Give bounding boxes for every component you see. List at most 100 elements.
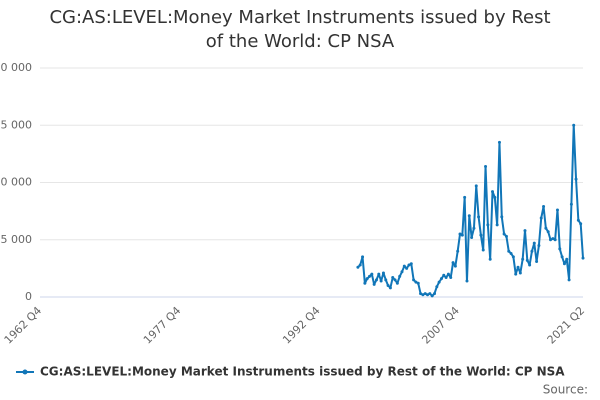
point (574, 177, 578, 181)
point (388, 286, 392, 290)
point (426, 293, 430, 297)
point (379, 279, 383, 283)
point (384, 278, 388, 282)
legend-label: CG:AS:LEVEL:Money Market Instruments iss… (40, 365, 565, 379)
point (377, 272, 381, 276)
point (442, 273, 446, 277)
point (456, 249, 460, 253)
point (553, 238, 557, 242)
point (453, 264, 457, 268)
point (514, 272, 518, 276)
point (516, 265, 520, 269)
point (549, 238, 553, 242)
point (486, 223, 490, 227)
x-tick-label: 2007 Q4 (419, 304, 462, 347)
point (358, 263, 362, 267)
point (565, 257, 569, 261)
point (368, 274, 372, 278)
point (428, 292, 432, 296)
point (409, 262, 413, 266)
point (472, 226, 476, 230)
x-tick-label: 2021 Q2 (545, 304, 588, 347)
point (402, 264, 406, 268)
point (370, 272, 374, 276)
source: Source: (543, 383, 588, 397)
x-tick-label: 1977 Q4 (141, 304, 184, 347)
point (365, 277, 369, 281)
point (481, 248, 485, 252)
point (439, 277, 443, 281)
point (518, 271, 522, 275)
point (451, 261, 455, 265)
point (449, 276, 453, 280)
point (509, 251, 513, 255)
point (555, 208, 559, 212)
point (477, 215, 481, 219)
point (381, 271, 385, 275)
point (361, 255, 365, 259)
point (405, 266, 409, 270)
point (416, 281, 420, 285)
point (423, 292, 427, 296)
point (437, 280, 441, 284)
point (525, 258, 529, 262)
point (484, 164, 488, 168)
point (419, 292, 423, 296)
point (446, 272, 450, 276)
point (502, 232, 506, 236)
point (560, 255, 564, 259)
point (398, 274, 402, 278)
point (567, 278, 571, 282)
point (458, 232, 462, 236)
x-tick-label: 1962 Q4 (2, 304, 45, 347)
point (460, 233, 464, 237)
point (511, 255, 515, 259)
line (357, 124, 584, 297)
point (435, 285, 439, 289)
y-tick-label: 5 000 (1, 233, 33, 246)
y-tick-label: 15 000 (0, 118, 32, 131)
point (528, 263, 532, 267)
point (542, 205, 546, 209)
point (488, 257, 492, 261)
point (507, 249, 511, 253)
point (467, 214, 471, 218)
point (576, 218, 580, 222)
point (391, 276, 395, 280)
point (535, 260, 539, 264)
point (432, 292, 436, 296)
point (400, 270, 404, 274)
point (581, 256, 585, 260)
point (393, 278, 397, 282)
point (372, 282, 376, 286)
point (558, 247, 562, 251)
point (374, 278, 378, 282)
point (579, 222, 583, 226)
y-tick-label: 10 000 (0, 176, 32, 189)
point (479, 233, 483, 237)
point (551, 237, 555, 241)
x-tick-label: 1992 Q4 (280, 304, 323, 347)
point (523, 229, 527, 233)
point (572, 123, 576, 127)
point (395, 281, 399, 285)
point (491, 190, 494, 194)
point (363, 281, 367, 285)
point (495, 223, 499, 227)
point (562, 262, 566, 266)
point (444, 276, 448, 280)
y-tick-label: 20 000 (0, 61, 32, 74)
chart-title: CG:AS:LEVEL:Money Market Instruments iss… (49, 7, 551, 52)
point (412, 278, 416, 282)
point (407, 263, 411, 267)
legend-marker (22, 369, 28, 375)
point (539, 216, 543, 220)
point (386, 284, 390, 288)
point (421, 293, 425, 297)
point (544, 226, 548, 230)
point (474, 184, 478, 188)
point (465, 279, 469, 283)
point (521, 257, 525, 261)
